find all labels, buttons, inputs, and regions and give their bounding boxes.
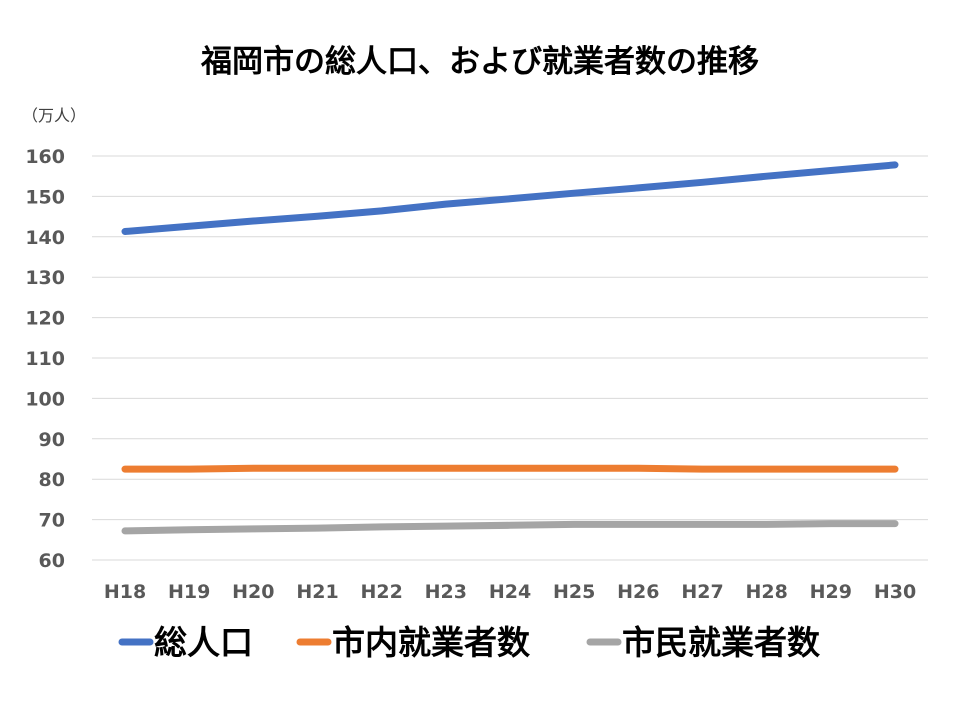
legend-item: 市内就業者数 (296, 623, 531, 662)
y-tick-label: 110 (25, 348, 65, 370)
x-tick-label: H26 (617, 581, 659, 603)
x-tick-label: H27 (681, 581, 723, 603)
x-tick-label: H19 (168, 581, 210, 603)
legend-label: 市内就業者数 (332, 623, 531, 662)
x-axis-tick-labels: H18 H19 H20 H21 H22 H23 H24 H25 H26 H27 H28 H29 H30 (104, 581, 916, 603)
y-tick-label: 70 (39, 510, 65, 532)
y-tick-label: 160 (25, 146, 65, 168)
x-tick-label: H21 (296, 581, 338, 603)
x-tick-label: H28 (745, 581, 787, 603)
gridlines (92, 155, 928, 561)
legend: 総人口 市内就業者数 市民就業者数 (118, 623, 821, 662)
y-tick-label: 150 (25, 186, 65, 208)
series-lines (121, 161, 899, 535)
y-tick-label: 60 (39, 550, 65, 572)
x-tick-label: H30 (874, 581, 916, 603)
legend-item: 総人口 (118, 623, 253, 662)
legend-label: 総人口 (154, 623, 253, 662)
y-tick-label: 120 (25, 308, 65, 330)
series-line (121, 520, 899, 535)
series-line (121, 464, 899, 473)
x-tick-label: H18 (104, 581, 146, 603)
legend-label: 市民就業者数 (622, 623, 821, 662)
series-2 (121, 464, 899, 473)
series-1 (121, 161, 899, 235)
x-tick-label: H22 (360, 581, 402, 603)
y-tick-label: 140 (25, 227, 65, 249)
y-tick-label: 130 (25, 267, 65, 289)
y-tick-label: 100 (25, 388, 65, 410)
x-tick-label: H20 (232, 581, 274, 603)
y-tick-label: 80 (39, 469, 65, 491)
legend-item: 市民就業者数 (586, 623, 821, 662)
series-3 (121, 520, 899, 535)
y-axis-tick-labels: 60 70 80 90 100 110 120 130 140 150 160 (25, 146, 65, 572)
x-tick-label: H25 (553, 581, 595, 603)
x-tick-label: H23 (425, 581, 467, 603)
x-tick-label: H29 (810, 581, 852, 603)
chart-title: 福岡市の総人口、および就業者数の推移 (200, 44, 759, 80)
y-axis-unit-label: （万人） (22, 106, 86, 125)
x-tick-label: H24 (489, 581, 531, 603)
series-line (121, 161, 899, 235)
y-tick-label: 90 (39, 429, 65, 451)
